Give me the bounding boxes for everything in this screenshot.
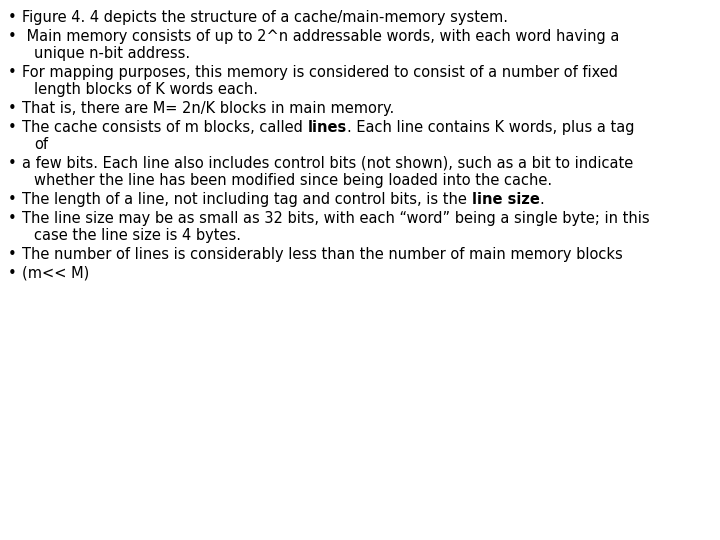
- Text: •: •: [8, 156, 17, 171]
- Text: The length of a line, not including tag and control bits, is the: The length of a line, not including tag …: [22, 192, 472, 207]
- Text: The line size may be as small as 32 bits, with each “word” being a single byte; : The line size may be as small as 32 bits…: [22, 211, 649, 226]
- Text: •: •: [8, 65, 17, 80]
- Text: lines: lines: [307, 120, 347, 135]
- Text: line size: line size: [472, 192, 539, 207]
- Text: a few bits. Each line also includes control bits (not shown), such as a bit to i: a few bits. Each line also includes cont…: [22, 156, 634, 171]
- Text: Main memory consists of up to 2^n addressable words, with each word having a: Main memory consists of up to 2^n addres…: [22, 29, 619, 44]
- Text: •: •: [8, 29, 17, 44]
- Text: . Each line contains K words, plus a tag: . Each line contains K words, plus a tag: [347, 120, 634, 135]
- Text: of: of: [34, 137, 48, 152]
- Text: .: .: [539, 192, 544, 207]
- Text: •: •: [8, 266, 17, 281]
- Text: •: •: [8, 192, 17, 207]
- Text: For mapping purposes, this memory is considered to consist of a number of fixed: For mapping purposes, this memory is con…: [22, 65, 618, 80]
- Text: •: •: [8, 211, 17, 226]
- Text: •: •: [8, 120, 17, 135]
- Text: •: •: [8, 247, 17, 262]
- Text: unique n-bit address.: unique n-bit address.: [34, 46, 190, 61]
- Text: case the line size is 4 bytes.: case the line size is 4 bytes.: [34, 228, 241, 243]
- Text: The cache consists of m blocks, called: The cache consists of m blocks, called: [22, 120, 307, 135]
- Text: (m<< M): (m<< M): [22, 266, 89, 281]
- Text: Figure 4. 4 depicts the structure of a cache/main-memory system.: Figure 4. 4 depicts the structure of a c…: [22, 10, 508, 25]
- Text: length blocks of K words each.: length blocks of K words each.: [34, 82, 258, 97]
- Text: •: •: [8, 101, 17, 116]
- Text: •: •: [8, 10, 17, 25]
- Text: The number of lines is considerably less than the number of main memory blocks: The number of lines is considerably less…: [22, 247, 623, 262]
- Text: That is, there are M= 2n/K blocks in main memory.: That is, there are M= 2n/K blocks in mai…: [22, 101, 395, 116]
- Text: whether the line has been modified since being loaded into the cache.: whether the line has been modified since…: [34, 173, 552, 188]
